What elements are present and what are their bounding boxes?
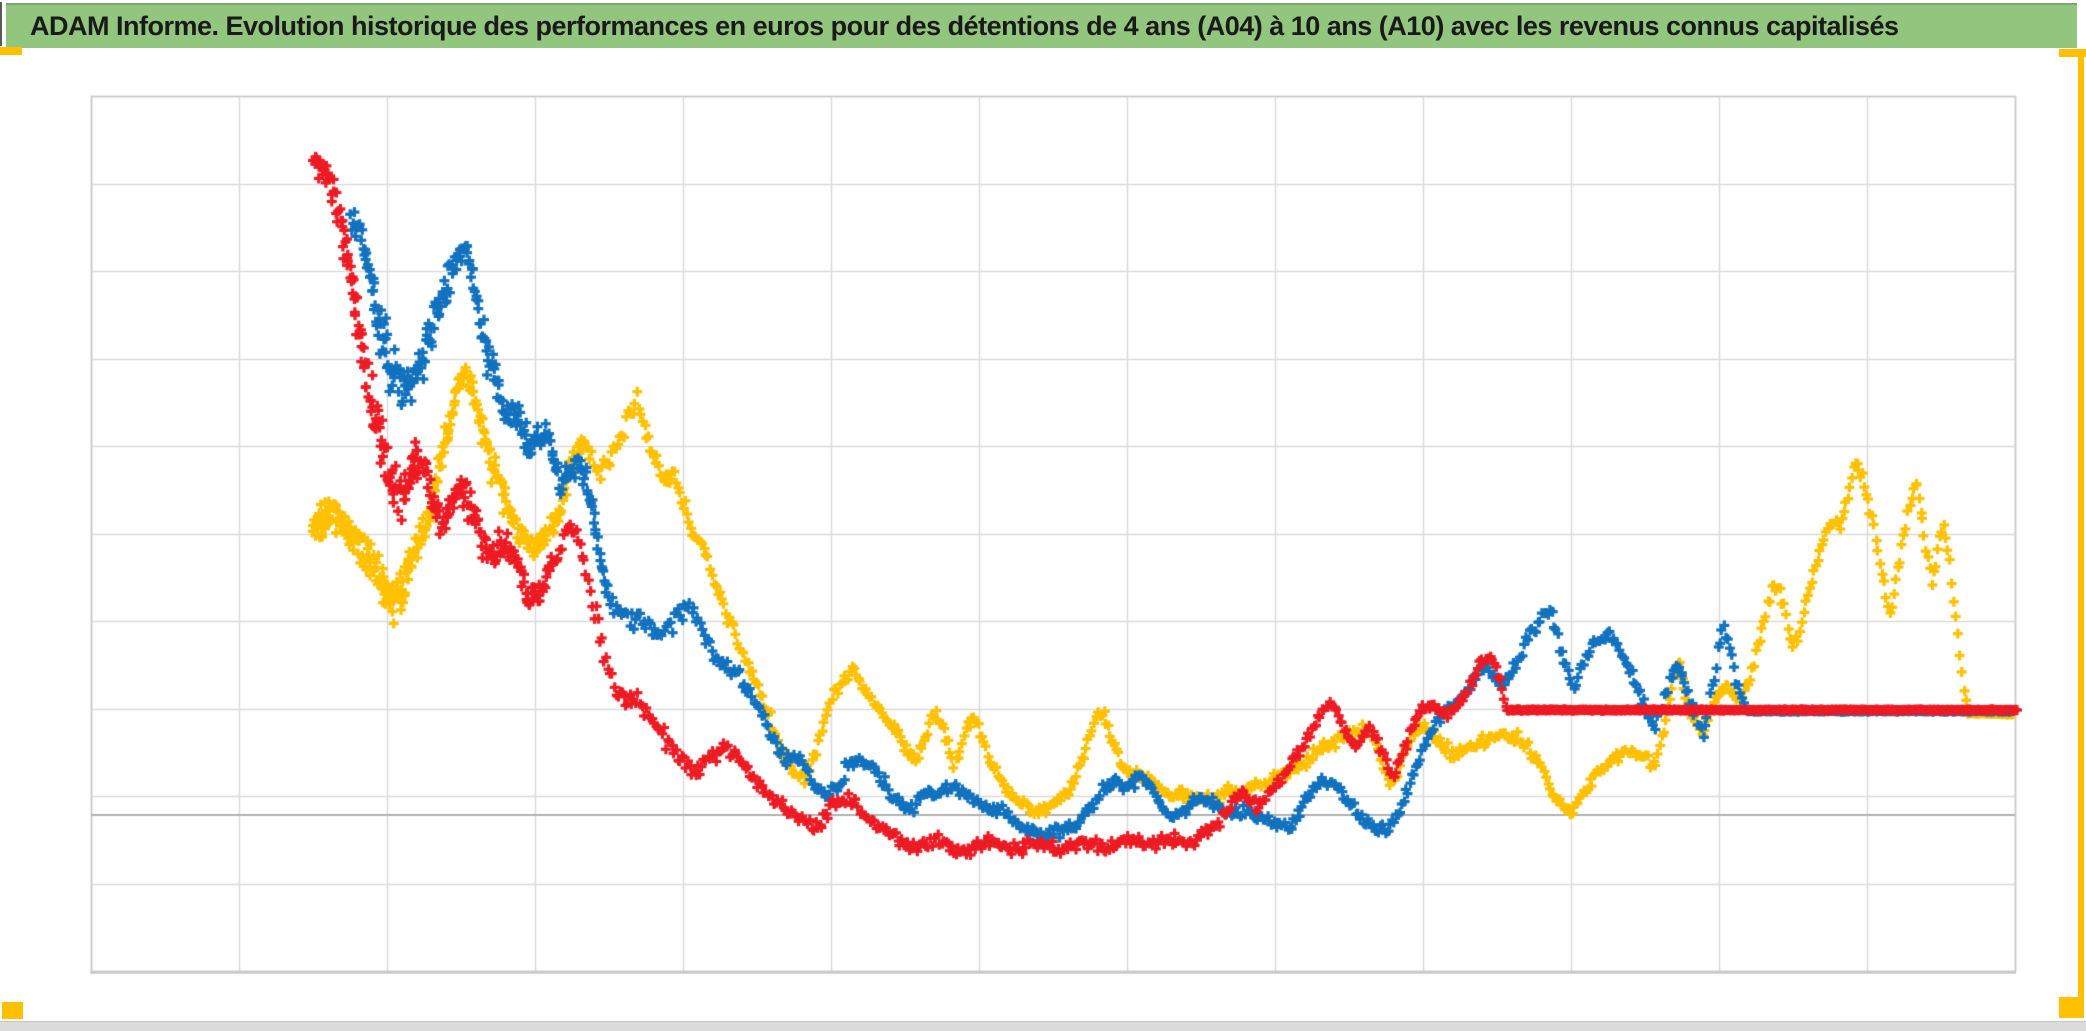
selection-accent-bottom-left (2, 1002, 23, 1019)
bottom-edge-bar (0, 1021, 2086, 1031)
selection-accent-top-left (0, 47, 22, 55)
selection-accent-top-right-corner (2059, 49, 2086, 57)
selection-accent-right-line (2078, 49, 2084, 1016)
selection-accent-bottom-right (2059, 997, 2084, 1018)
